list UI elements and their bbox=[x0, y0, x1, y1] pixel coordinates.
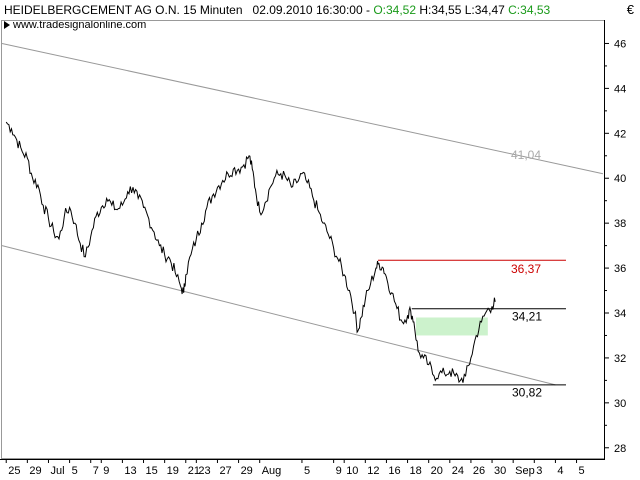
x-tick-label: 13 bbox=[124, 465, 136, 477]
bar-datetime: 02.09.2010 16:30:00 bbox=[252, 3, 363, 17]
y-tick-label: 34 bbox=[614, 308, 626, 320]
x-tick-label: 29 bbox=[241, 465, 253, 477]
source-url: www.tradesignalonline.com bbox=[4, 19, 146, 31]
x-tick-label: 5 bbox=[304, 465, 310, 477]
x-tick-label: 5 bbox=[72, 465, 78, 477]
x-tick-label: Aug bbox=[262, 465, 282, 477]
price-line bbox=[5, 121, 496, 384]
x-tick-label: 5 bbox=[579, 465, 585, 477]
channel-label: 41,04 bbox=[511, 148, 541, 162]
x-tick-label: Sep bbox=[515, 465, 535, 477]
y-tick-label: 42 bbox=[614, 128, 626, 140]
x-tick-label: 12 bbox=[367, 465, 379, 477]
x-tick-label: 23 bbox=[198, 465, 210, 477]
open-value: O:34,52 bbox=[373, 3, 417, 17]
y-tick-label: 28 bbox=[614, 443, 626, 455]
x-tick-label: 10 bbox=[346, 465, 358, 477]
x-tick-label: 26 bbox=[473, 465, 485, 477]
y-tick-label: 38 bbox=[614, 218, 626, 230]
x-tick-label: 24 bbox=[452, 465, 464, 477]
x-tick-label: 3 bbox=[536, 465, 542, 477]
x-tick-label: 29 bbox=[29, 465, 41, 477]
y-tick-label: 46 bbox=[614, 38, 626, 50]
x-tick-label: 7 bbox=[93, 465, 99, 477]
x-tick-label: 15 bbox=[146, 465, 158, 477]
x-tick-label: 18 bbox=[410, 465, 422, 477]
gap-zone bbox=[416, 317, 488, 336]
source-url-text: www.tradesignalonline.com bbox=[13, 19, 147, 31]
channel-upper-line bbox=[1, 42, 604, 175]
level-34-label: 34,21 bbox=[512, 309, 542, 323]
x-tick-label: 25 bbox=[8, 465, 20, 477]
low-value: L:34,47 bbox=[464, 3, 505, 17]
y-tick-label: 40 bbox=[614, 173, 626, 185]
x-tick-label: 21 bbox=[188, 465, 200, 477]
y-tick-label: 30 bbox=[614, 398, 626, 410]
high-value: H:34,55 bbox=[419, 3, 462, 17]
y-tick-label: 44 bbox=[614, 83, 626, 95]
channel-lower-line bbox=[1, 245, 556, 386]
x-tick-label: 20 bbox=[431, 465, 443, 477]
x-tick-label: 4 bbox=[557, 465, 563, 477]
y-tick-label: 32 bbox=[614, 353, 626, 365]
resistance-label: 36,37 bbox=[511, 262, 541, 276]
close-value: C:34,53 bbox=[508, 3, 551, 17]
x-tick-label: 27 bbox=[219, 465, 231, 477]
instrument-name: HEIDELBERGCEMENT AG O.N. 15 Minuten bbox=[4, 3, 243, 17]
chart-header: HEIDELBERGCEMENT AG O.N. 15 Minuten 02.0… bbox=[4, 3, 551, 17]
x-tick-label: 16 bbox=[388, 465, 400, 477]
x-tick-label: 9 bbox=[336, 465, 342, 477]
x-tick-label: Jul bbox=[50, 465, 64, 477]
currency-label: € bbox=[626, 2, 634, 17]
support-label: 30,82 bbox=[512, 385, 542, 399]
x-tick-label: 9 bbox=[103, 465, 109, 477]
x-tick-label: 30 bbox=[494, 465, 506, 477]
y-tick-label: 36 bbox=[614, 263, 626, 275]
arrow-icon bbox=[4, 21, 10, 30]
x-tick-label: 19 bbox=[167, 465, 179, 477]
